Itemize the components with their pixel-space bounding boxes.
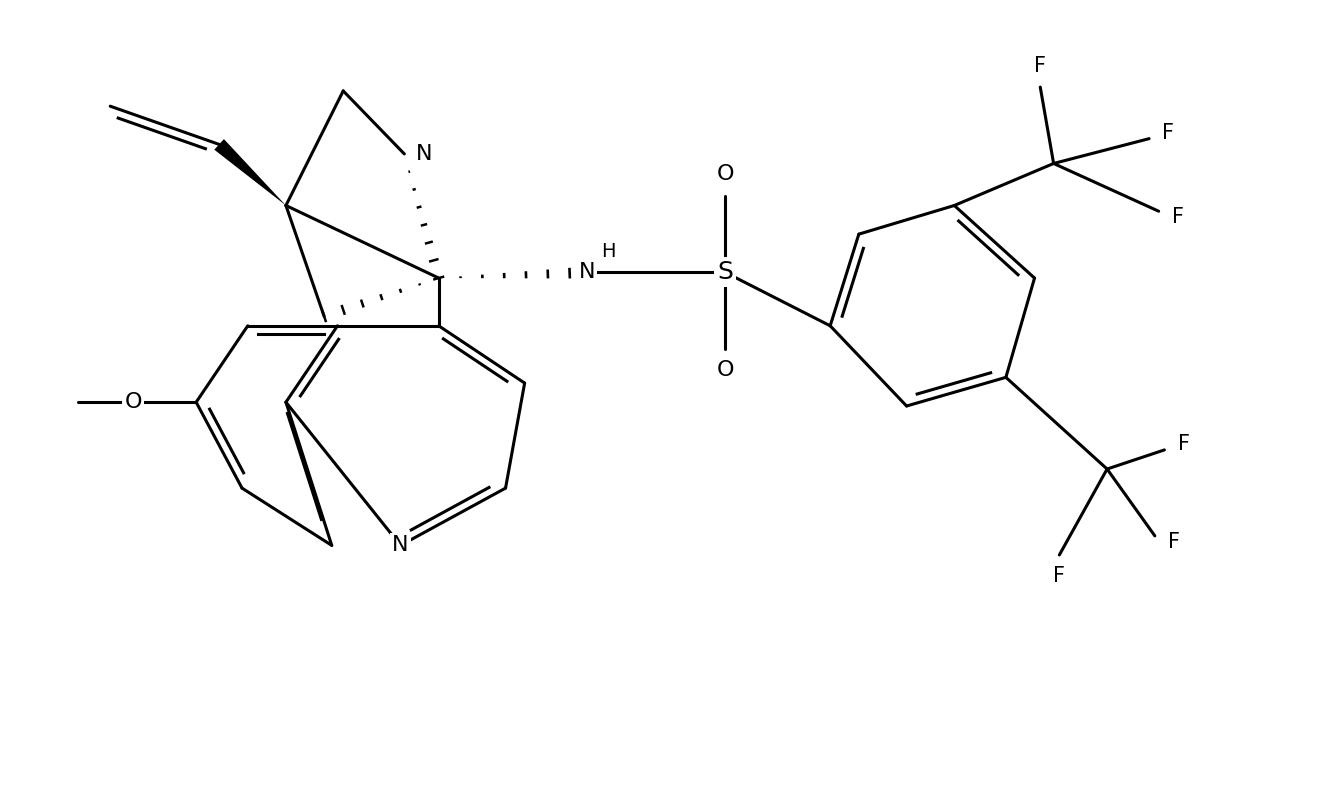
Text: F: F	[1168, 532, 1180, 551]
Text: F: F	[1178, 434, 1190, 454]
Text: F: F	[1162, 123, 1174, 143]
Text: N: N	[416, 144, 432, 164]
Text: H: H	[601, 242, 616, 261]
Text: F: F	[1053, 566, 1065, 586]
Text: S: S	[717, 260, 733, 284]
Text: N: N	[579, 263, 595, 282]
Text: O: O	[717, 360, 734, 380]
Polygon shape	[214, 139, 286, 206]
Text: O: O	[125, 392, 142, 412]
Text: N: N	[392, 536, 408, 555]
Text: O: O	[717, 165, 734, 184]
Text: F: F	[1035, 55, 1047, 76]
Text: F: F	[1172, 207, 1184, 227]
